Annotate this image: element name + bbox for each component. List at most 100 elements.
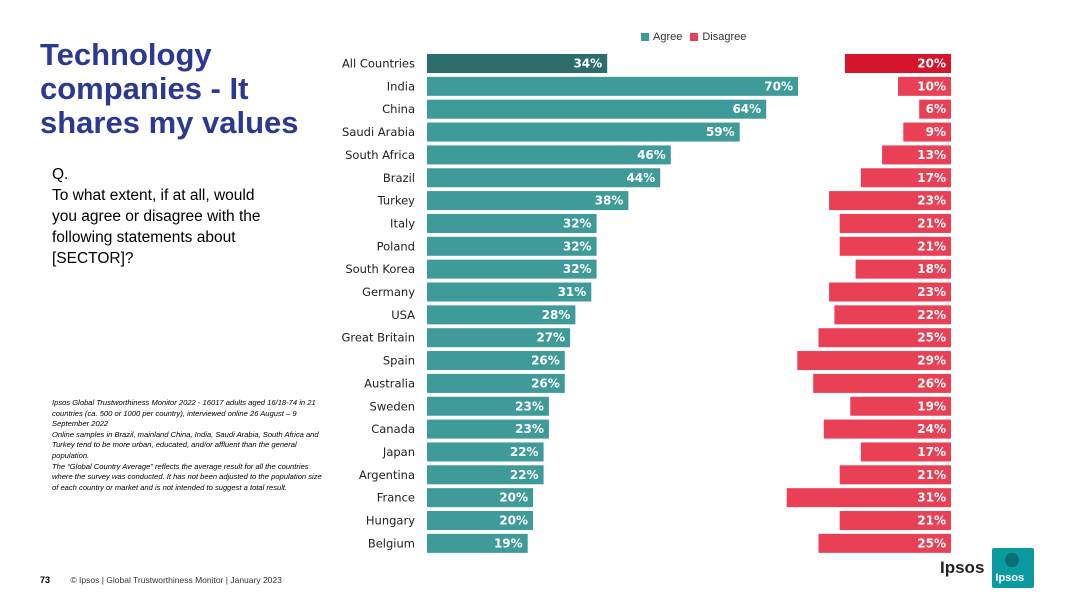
logo-wordmark: Ipsos [940, 558, 985, 577]
category-label: Hungary [366, 514, 415, 528]
logo-badge-text: Ipsos [995, 572, 1025, 584]
source-note: The “Global Country Average” reflects th… [52, 461, 322, 492]
disagree-bar [818, 533, 951, 553]
agree-value-label: 44% [626, 171, 655, 185]
agree-bar [427, 465, 544, 485]
source-note: Online samples in Brazil, mainland China… [52, 429, 319, 460]
agree-bar [427, 511, 533, 530]
agree-bar [427, 351, 565, 371]
disagree-bar [860, 442, 951, 462]
agree-value-label: 59% [706, 125, 735, 139]
question-block: Q. To what extent, if at all, would you … [52, 164, 282, 269]
disagree-bar [919, 99, 951, 119]
legend-swatch-agree [641, 33, 649, 41]
category-label: Turkey [377, 194, 416, 208]
category-label: South Korea [345, 262, 415, 276]
legend-label-disagree: Disagree [702, 31, 747, 43]
agree-bar [427, 419, 549, 439]
footer-text: © Ipsos | Global Trustworthiness Monitor… [70, 575, 282, 585]
disagree-value-label: 24% [917, 422, 946, 436]
agree-value-label: 64% [732, 102, 761, 116]
disagree-value-label: 21% [917, 514, 946, 528]
page-number: 73 [40, 575, 51, 585]
category-label: Poland [377, 239, 415, 253]
page-title: Technology companies - It shares my valu… [40, 37, 299, 140]
category-label: All Countries [342, 57, 415, 71]
agree-bar [427, 305, 576, 325]
legend-item-disagree: Disagree [690, 31, 746, 43]
disagree-bar [823, 419, 951, 439]
disagree-value-label: 31% [917, 491, 946, 505]
disagree-bar [786, 488, 951, 508]
category-label: Argentina [359, 468, 415, 482]
agree-bar [427, 236, 597, 256]
disagree-value-label: 10% [917, 79, 946, 93]
disagree-value-label: 6% [926, 102, 946, 116]
category-label: Italy [390, 216, 415, 230]
agree-value-label: 23% [515, 422, 544, 436]
agree-value-label: 38% [595, 194, 624, 208]
category-label: Belgium [368, 536, 415, 550]
agree-value-label: 70% [764, 79, 793, 93]
disagree-value-label: 23% [917, 285, 946, 299]
disagree-value-label: 17% [917, 445, 946, 459]
chart-legend: Agree Disagree [641, 31, 746, 43]
disagree-value-label: 18% [917, 262, 946, 276]
disagree-bar [860, 168, 951, 188]
logo-badge-icon: Ipsos [992, 548, 1035, 588]
agree-bar [427, 54, 608, 73]
category-label: China [382, 102, 415, 116]
agree-value-label: 26% [531, 376, 560, 390]
disagree-bar [839, 236, 951, 256]
disagree-bar [839, 465, 951, 485]
category-label: South Africa [345, 148, 415, 162]
disagree-value-label: 25% [917, 536, 946, 550]
legend-item-agree: Agree [641, 31, 682, 43]
agree-bar [427, 533, 528, 553]
agree-value-label: 27% [536, 331, 565, 345]
disagree-bar [850, 396, 951, 416]
agree-bar [427, 168, 661, 188]
disagree-bar [845, 54, 951, 73]
legend-swatch-disagree [690, 33, 699, 41]
category-label: Sweden [370, 399, 415, 413]
agree-value-label: 32% [563, 216, 592, 230]
disagree-value-label: 17% [917, 171, 946, 185]
disagree-value-label: 26% [917, 376, 946, 390]
agree-value-label: 20% [499, 514, 528, 528]
agree-bar [427, 213, 597, 233]
agree-bar [427, 99, 767, 119]
agree-bar [427, 488, 533, 508]
agree-bar [427, 191, 629, 211]
question-label: Q. [52, 166, 69, 183]
agree-bar [427, 145, 671, 165]
disagree-bar [839, 511, 951, 530]
category-label: USA [391, 308, 415, 322]
disagree-bar [797, 351, 951, 371]
agree-bar [427, 259, 597, 279]
disagree-value-label: 23% [917, 194, 946, 208]
disagree-value-label: 25% [917, 331, 946, 345]
agree-bar [427, 328, 571, 348]
agree-value-label: 28% [542, 308, 571, 322]
agree-value-label: 32% [563, 239, 592, 253]
disagree-bar [903, 122, 951, 142]
source-note: Ipsos Global Trustworthiness Monitor 202… [52, 398, 316, 429]
disagree-bar [834, 305, 951, 325]
disagree-bar [898, 76, 951, 96]
disagree-value-label: 20% [917, 57, 946, 71]
agree-bar [427, 282, 592, 302]
agree-bar [427, 396, 549, 416]
agree-value-label: 31% [558, 285, 587, 299]
category-label: Saudi Arabia [342, 125, 415, 139]
category-label: Australia [364, 376, 415, 390]
disagree-value-label: 9% [926, 125, 946, 139]
disagree-value-label: 21% [917, 216, 946, 230]
question-text: To what extent, if at all, would you agr… [52, 187, 261, 267]
disagree-bar [829, 282, 951, 302]
agree-value-label: 26% [531, 354, 560, 368]
category-label: Japan [382, 445, 415, 459]
disagree-bar [882, 145, 951, 165]
agree-value-label: 32% [563, 262, 592, 276]
ipsos-logo: Ipsos Ipsos [940, 548, 1035, 588]
